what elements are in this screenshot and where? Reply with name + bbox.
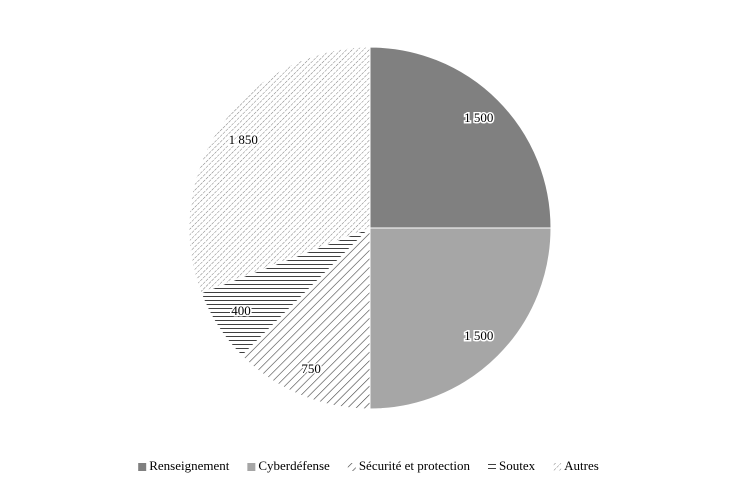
pie-slice bbox=[369, 227, 552, 410]
legend-swatch bbox=[553, 463, 562, 471]
data-label: 750 bbox=[301, 361, 321, 376]
data-labels: 1 500 1 500 750 400 1 850 bbox=[227, 109, 495, 378]
legend-label: Autres bbox=[564, 458, 599, 473]
legend-label: Cyberdéfense bbox=[258, 458, 330, 473]
legend-swatch bbox=[347, 463, 356, 471]
legend-label: Sécurité et protection bbox=[359, 458, 471, 473]
pie bbox=[188, 46, 552, 410]
pie-slice bbox=[188, 46, 371, 294]
pie-slice bbox=[241, 226, 371, 410]
pie-slice bbox=[369, 46, 552, 229]
legend-label: Soutex bbox=[499, 458, 536, 473]
data-label: 1 500 bbox=[464, 328, 493, 343]
legend-swatch bbox=[138, 463, 147, 471]
data-label: 400 bbox=[231, 303, 251, 318]
legend-swatch bbox=[488, 463, 497, 471]
data-label: 1 500 bbox=[464, 110, 493, 125]
legend-label: Renseignement bbox=[149, 458, 230, 473]
legend: Renseignement Cyberdéfense Sécurité et pro… bbox=[138, 458, 599, 473]
data-label: 1 850 bbox=[229, 132, 258, 147]
legend-swatch bbox=[247, 463, 256, 471]
